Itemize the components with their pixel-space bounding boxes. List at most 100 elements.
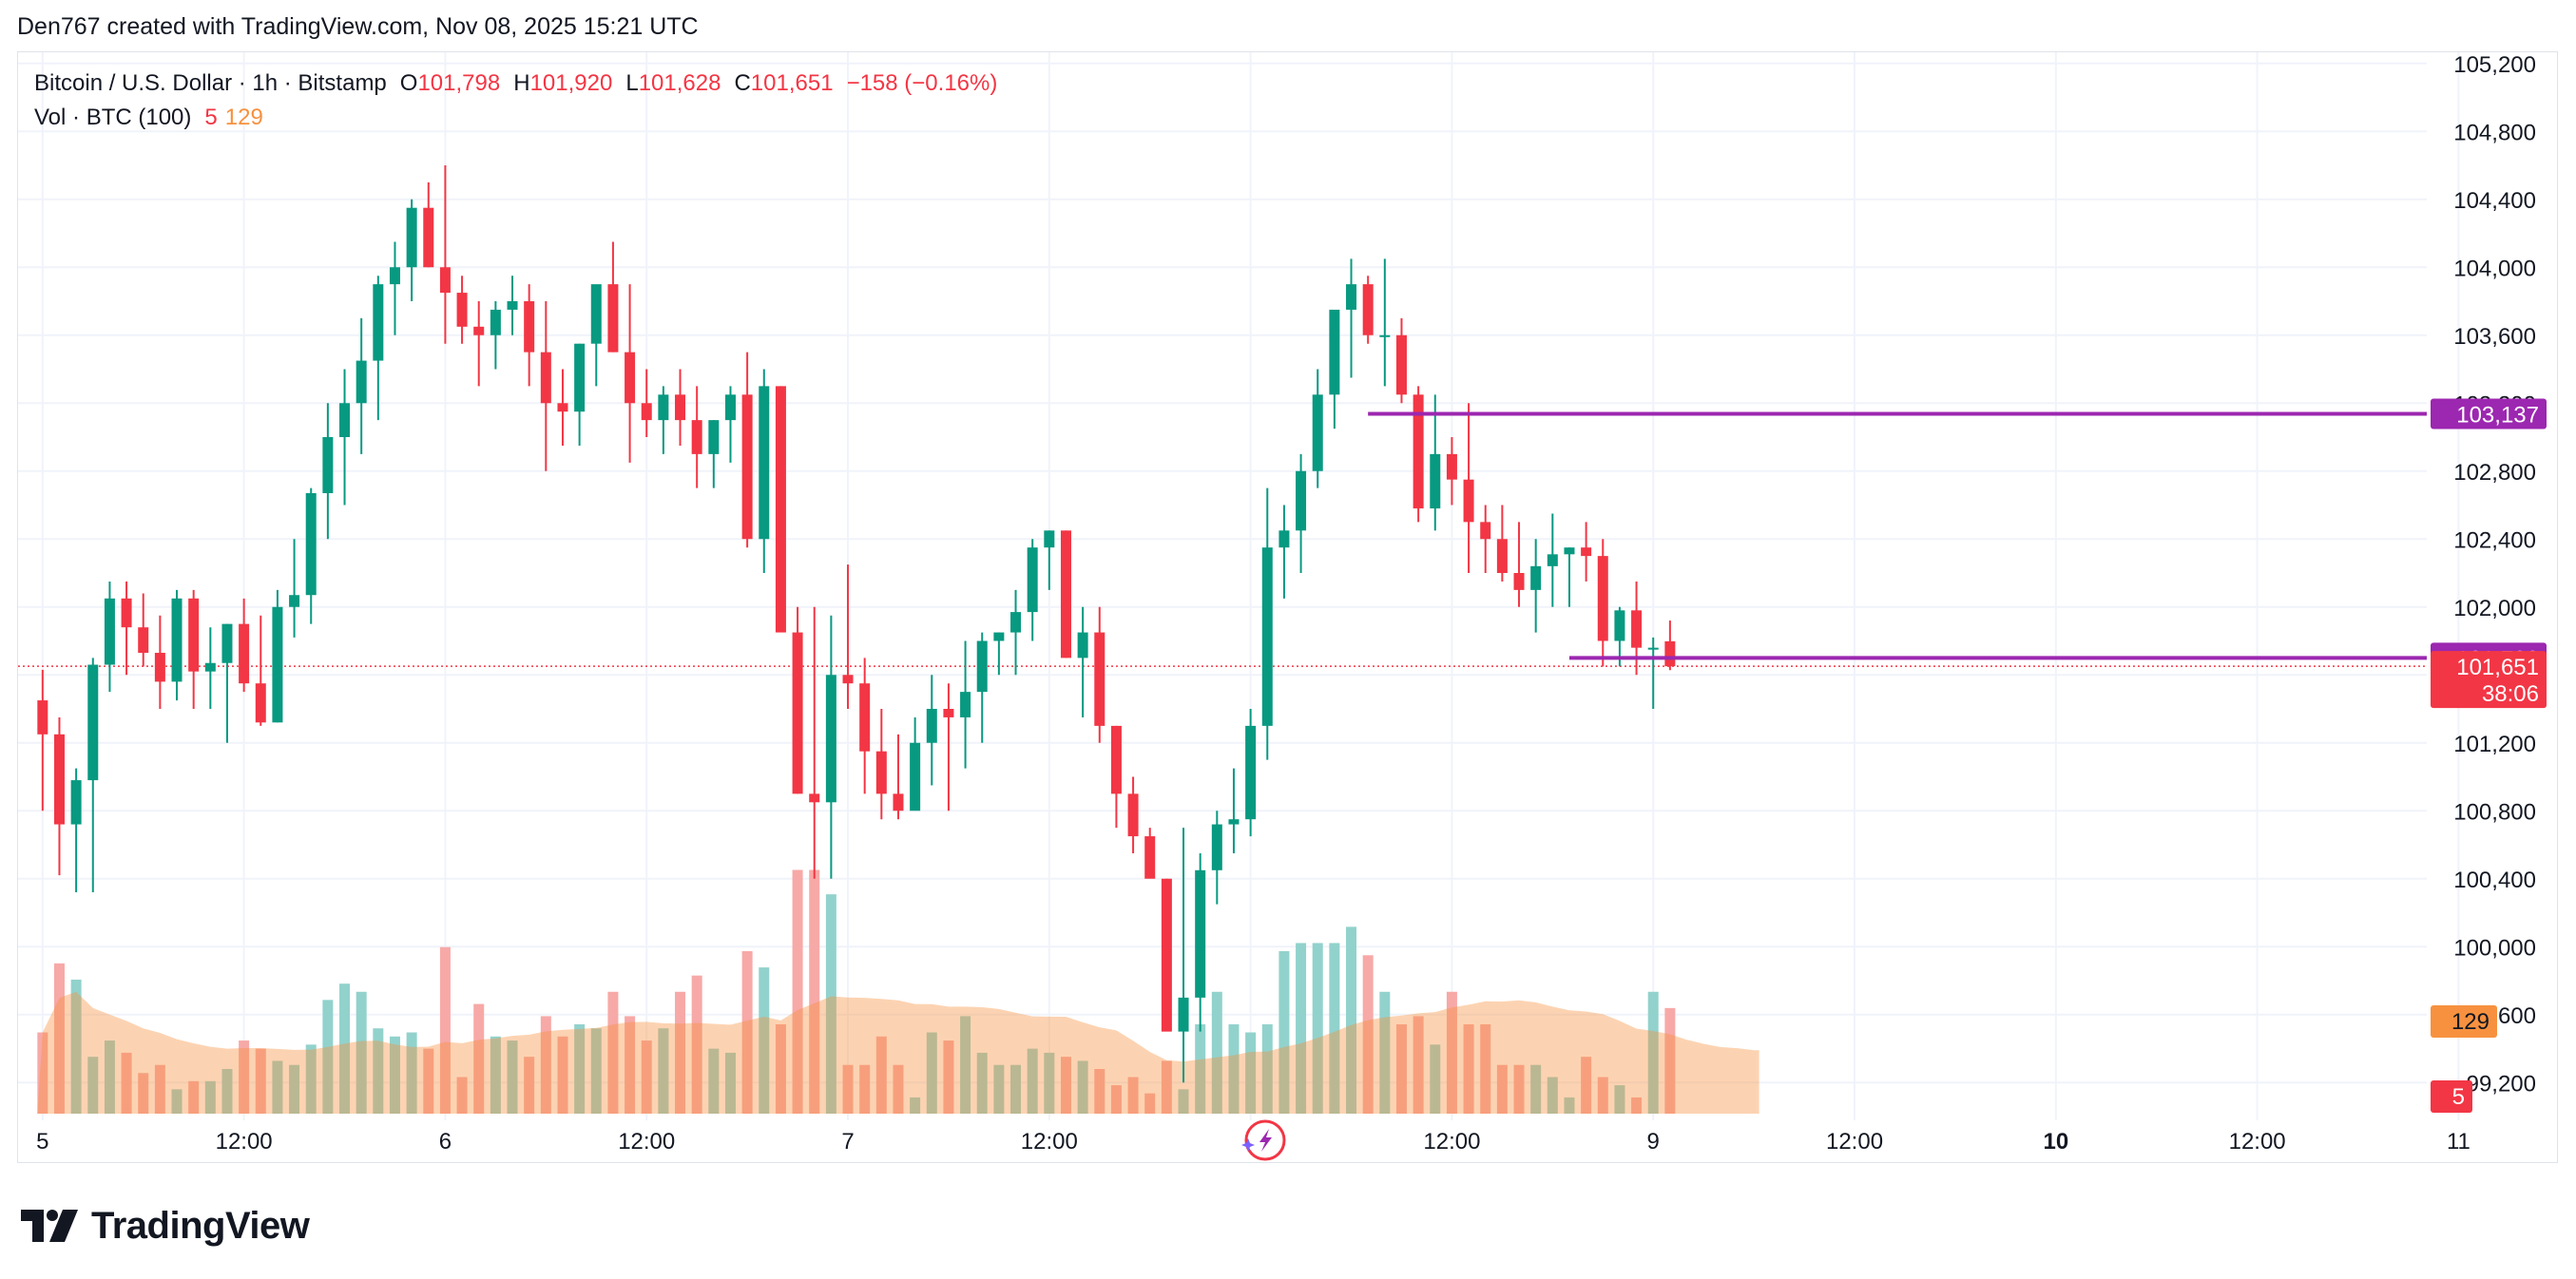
candle-body	[1463, 479, 1474, 523]
volume-bar	[859, 1064, 871, 1114]
candle-body	[574, 343, 586, 412]
volume-bar	[439, 946, 451, 1114]
candle-body	[960, 692, 971, 717]
price-axis[interactable]: 99,20099,600100,000100,400100,800101,200…	[2453, 52, 2536, 1097]
price-badge-label: 5	[2452, 1084, 2465, 1110]
candle-body	[524, 301, 535, 353]
candle-body	[1664, 640, 1676, 667]
candle-body	[1413, 394, 1424, 509]
candle-body	[708, 420, 720, 454]
candle-body	[138, 627, 149, 654]
price-badge	[2431, 1080, 2472, 1113]
candle-body	[305, 492, 317, 596]
volume-bar	[389, 1036, 400, 1114]
volume-bar	[1195, 1023, 1206, 1114]
time-tick-label: 12:00	[216, 1129, 273, 1155]
candle-body	[658, 394, 669, 421]
candle-body	[121, 598, 132, 628]
volume-label[interactable]: Vol · BTC (100)	[34, 105, 192, 130]
candle-body	[1161, 878, 1172, 1032]
tradingview-logo[interactable]: TradingView	[21, 1204, 310, 1247]
candle-body	[1614, 610, 1625, 641]
volume-bar	[1161, 1060, 1172, 1114]
price-tick-label: 104,400	[2453, 188, 2536, 214]
volume-bar	[1664, 1007, 1676, 1114]
candle-body	[993, 632, 1005, 641]
candle-body	[1094, 632, 1105, 726]
volume-bar	[87, 1057, 99, 1114]
chart-frame[interactable]: 99,200 99,600 100,000 100,400 100,800 101,200…	[17, 51, 2558, 1163]
time-tick-label: 5	[36, 1129, 48, 1155]
candle-body	[490, 309, 501, 335]
volume-bar	[1261, 1023, 1273, 1114]
volume-bar	[893, 1064, 904, 1114]
horizontal-lines[interactable]	[1368, 411, 2427, 660]
volume-bar	[104, 1040, 115, 1114]
candle-body	[607, 284, 619, 353]
candle-body	[1077, 632, 1088, 659]
symbol-title[interactable]: Bitcoin / U.S. Dollar · 1h · Bitstamp	[34, 70, 387, 96]
time-axis[interactable]: 512:00612:00712:00812:00912:001012:00111…	[36, 1129, 2557, 1155]
volume-bar	[1496, 1064, 1508, 1114]
candle-body	[842, 675, 854, 684]
volume-bar	[960, 1016, 971, 1114]
candle-body	[926, 709, 937, 743]
candle-body	[37, 700, 48, 735]
candle-body	[590, 284, 602, 344]
volume-bar	[607, 991, 619, 1114]
candle-body	[1480, 522, 1491, 540]
volume-bar	[1647, 991, 1659, 1114]
volume-bar	[1446, 991, 1457, 1114]
candle-body	[875, 751, 887, 794]
candle-body	[1496, 539, 1508, 573]
candle-body	[1110, 725, 1122, 794]
candle-body	[809, 793, 820, 803]
candle-body	[1513, 573, 1525, 590]
volume-bar	[1010, 1064, 1022, 1114]
price-badge-label: 129	[2451, 1009, 2489, 1035]
volume-bar	[1564, 1097, 1575, 1114]
time-tick-label: 6	[439, 1129, 452, 1155]
candle-body	[1395, 334, 1407, 395]
volume-bar	[204, 1080, 216, 1114]
candle-body	[373, 284, 384, 361]
candle-body	[272, 606, 283, 723]
candle-body	[859, 683, 871, 752]
volume-bar	[708, 1048, 720, 1114]
time-tick-label: 11	[2447, 1129, 2470, 1155]
candle-body	[1010, 612, 1022, 633]
candle-body	[456, 293, 468, 327]
time-tick-label: 10	[2043, 1129, 2068, 1155]
candlestick-chart[interactable]: 99,20099,600100,000100,400100,800101,200…	[18, 52, 2557, 1162]
volume-bar	[1597, 1077, 1608, 1114]
candle-body	[53, 734, 65, 825]
candle-body	[70, 780, 82, 825]
candle-body	[557, 403, 568, 412]
candle-body	[691, 420, 702, 454]
candle-body	[1346, 284, 1357, 310]
volume-value: 5	[204, 105, 218, 130]
volume-bar	[121, 1052, 132, 1114]
candle-body	[507, 301, 518, 310]
volume-bar	[1027, 1048, 1038, 1114]
volume-bar	[825, 894, 836, 1114]
flash-icon[interactable]	[1241, 1119, 1286, 1161]
volume-bar	[557, 1036, 568, 1114]
candle-body	[1195, 869, 1206, 998]
candle-body	[1261, 547, 1273, 726]
candle-body	[1211, 824, 1222, 870]
candle-body	[1362, 284, 1374, 335]
volume-bar	[1430, 1044, 1441, 1114]
volume-bar	[1513, 1064, 1525, 1114]
volume-bar	[171, 1089, 183, 1114]
volume-bar	[423, 1048, 434, 1114]
brand-name: TradingView	[91, 1204, 310, 1247]
volume-bar	[1631, 1097, 1643, 1114]
candle-body	[759, 386, 770, 540]
volume-bar	[188, 1080, 200, 1114]
candle-body	[1044, 530, 1055, 548]
candle-body	[1446, 453, 1457, 480]
candle-body	[1564, 547, 1575, 555]
open-label: O	[399, 70, 418, 96]
volume-bar	[792, 869, 803, 1114]
